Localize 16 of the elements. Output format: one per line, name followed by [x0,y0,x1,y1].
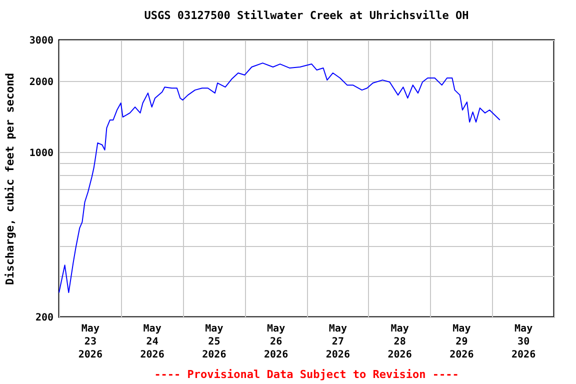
x-tick-label: May 26 2026 [264,324,288,360]
x-tick-label: May 28 2026 [388,324,412,360]
x-tick-label: May 27 2026 [326,324,350,360]
y-tick-label: 3000 [29,36,54,46]
text: ---- Provisional Data Subject to Revision ---- [154,368,459,381]
y-tick-label: 1000 [29,148,54,159]
x-tick-label: May 25 2026 [202,324,226,360]
x-tick-label: May 29 2026 [450,324,474,360]
y-axis-title: Discharge, cubic feet per second [3,73,16,285]
x-tick-label: May 23 2026 [78,324,102,360]
line-series [58,62,500,294]
x-tick-label: May 30 2026 [512,324,536,360]
y-tick-label: 2000 [29,76,54,88]
chart-title: USGS 03127500 Stillwater Creek at Uhrichsville OH [144,9,469,22]
x-tick-label: May 24 2026 [140,324,164,360]
y-tick-label: 200 [35,312,54,324]
